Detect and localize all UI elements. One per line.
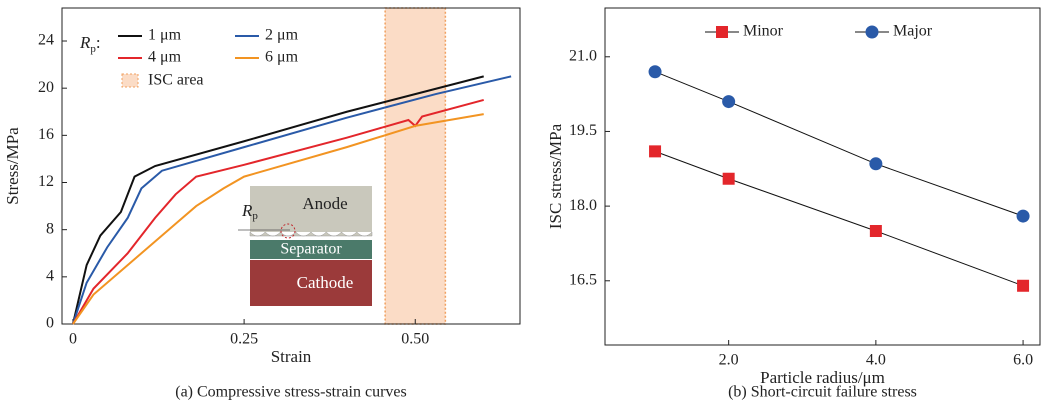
rp-sub: p [252,210,258,222]
legend-marker [865,25,879,39]
separator [250,240,372,259]
y-tick-label: 0 [46,315,54,332]
x-tick-label: 4.0 [866,352,886,369]
separator-label: Separator [280,241,342,258]
chart-panel: Anode Separator Cathode Rp 0 4 8 12 16 20 24 0 0.25 0… [3,7,521,401]
y-tick-label: 8 [46,220,54,237]
plot-frame [61,7,521,325]
marker [722,95,736,109]
x-tick-label: 2.0 [719,352,739,369]
legend-title-main: R [79,33,91,52]
y-tick-label: 24 [38,32,54,49]
x-tick-label: 0.25 [230,331,258,348]
series-line [72,113,484,325]
y-tick-label: 4 [46,268,54,285]
anode [250,186,372,232]
legend-title-suffix: : [96,33,101,52]
legend-title: Rp: [79,33,101,55]
rp-label: Rp [241,201,258,222]
marker [869,225,882,238]
legend-label: Major [893,23,933,40]
legend-marker [716,26,728,38]
chart-panel: 16.5 18.0 19.5 21.0 2.0 4.0 6.0 Particle radius… [546,7,1041,401]
marker [1016,209,1030,223]
legend-label: 2 μm [265,27,299,44]
y-tick-label: 21.0 [569,47,597,64]
caption: (a) Compressive stress-strain curves [175,384,407,401]
legend-swatch [121,73,139,88]
particle-highlight [280,223,296,239]
legend-label: 4 μm [148,49,182,66]
particles [249,231,373,237]
series-line [654,150,1024,287]
plot-frame [604,7,1041,346]
caption: (b) Short-circuit failure stress [728,384,917,401]
cathode [250,260,372,306]
marker [648,65,662,79]
x-axis-label: Particle radius/μm [760,368,885,387]
legend-label: ISC area [148,72,204,89]
rp-main: R [241,201,253,220]
cathode-label: Cathode [297,273,354,292]
marker [1017,279,1030,292]
x-axis-label: Strain [271,347,312,366]
series-line [654,71,1024,217]
legend-label: 1 μm [148,27,182,44]
legend-title-sub: p [90,43,96,55]
isc-area [384,7,447,325]
y-axis-label: ISC stress/MPa [546,123,565,229]
anode-label: Anode [302,194,347,213]
x-tick-label: 0.50 [401,331,429,348]
x-tick-label: 6.0 [1013,352,1033,369]
marker [649,145,662,158]
y-tick-label: 19.5 [569,122,597,139]
legend-label: Minor [743,23,784,40]
legend-label: 6 μm [265,49,299,66]
x-tick-label: 0 [69,331,77,348]
series-line [72,75,512,325]
y-tick-label: 18.0 [569,197,597,214]
y-tick-label: 16.5 [569,271,597,288]
y-tick-label: 20 [38,79,54,96]
marker [869,157,883,171]
series-line [72,99,484,325]
marker [722,172,735,185]
series-line [71,75,484,325]
y-tick-label: 12 [38,173,54,190]
y-axis-label: Stress/MPa [3,127,22,205]
y-tick-label: 16 [38,126,54,143]
